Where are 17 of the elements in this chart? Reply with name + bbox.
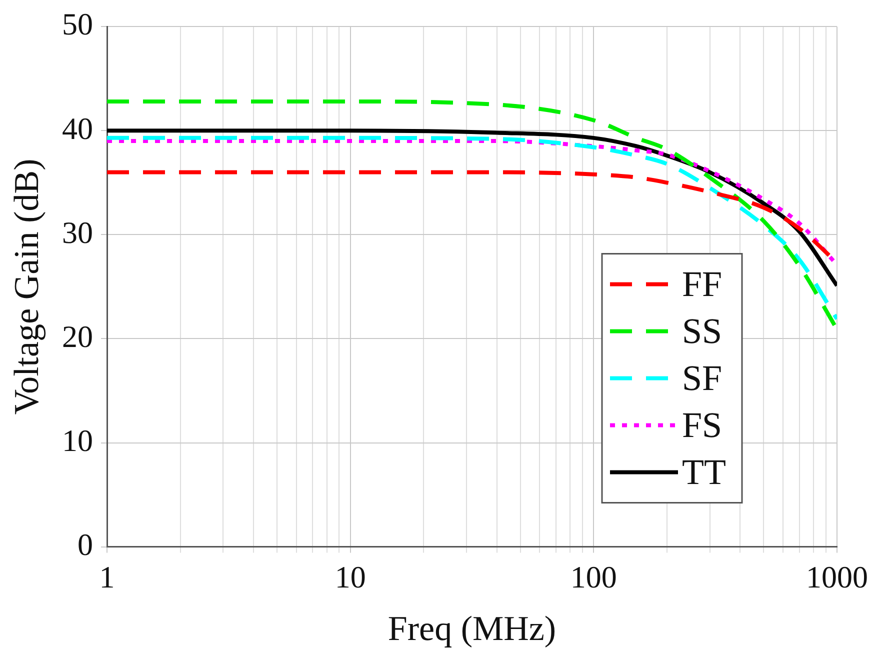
legend-label: FF [682, 264, 722, 304]
x-tick-label: 10 [334, 560, 366, 595]
x-tick-label: 1 [99, 560, 115, 595]
y-tick-label: 40 [62, 110, 93, 146]
y-tick-label: 30 [62, 214, 93, 250]
x-tick-label: 100 [570, 560, 617, 595]
y-axis-title: Voltage Gain (dB) [7, 158, 46, 415]
y-tick-label: 10 [62, 422, 93, 458]
legend-label: SF [682, 358, 722, 398]
y-tick-label: 50 [62, 6, 93, 42]
x-tick-label: 1000 [806, 560, 868, 595]
legend-label: TT [682, 452, 726, 492]
y-tick-label: 20 [62, 318, 93, 354]
y-tick-label: 0 [78, 526, 93, 562]
legend-label: SS [682, 310, 722, 351]
legend-label: FS [682, 404, 722, 445]
x-axis-title: Freq (MHz) [388, 609, 556, 648]
